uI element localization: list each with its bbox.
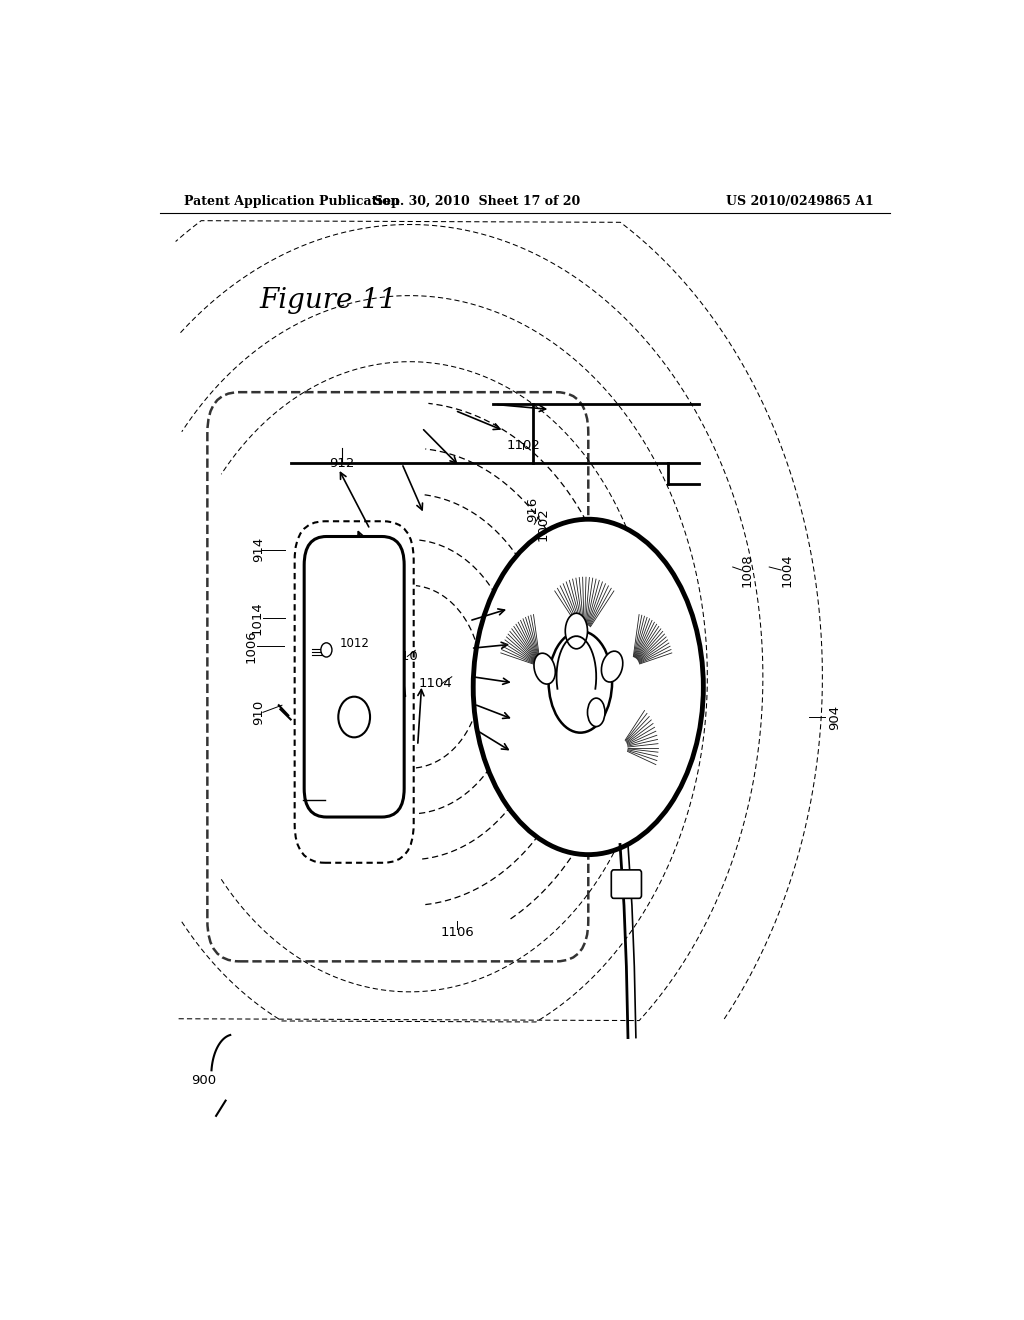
Text: 1008: 1008 [740, 553, 754, 587]
FancyBboxPatch shape [611, 870, 641, 899]
Text: 912: 912 [330, 457, 355, 470]
Text: 1012: 1012 [339, 636, 369, 649]
Text: 1106: 1106 [440, 927, 474, 940]
Text: 1004: 1004 [780, 553, 794, 587]
Text: 1014: 1014 [251, 601, 264, 635]
Circle shape [338, 697, 370, 738]
Text: 904: 904 [827, 705, 841, 730]
Ellipse shape [473, 519, 703, 854]
Ellipse shape [534, 653, 555, 684]
Text: 1006: 1006 [245, 630, 257, 663]
Text: 914: 914 [253, 537, 265, 562]
Text: 916: 916 [526, 496, 540, 521]
Ellipse shape [601, 651, 623, 682]
Text: 1002: 1002 [537, 507, 550, 541]
Text: Figure 11: Figure 11 [259, 288, 396, 314]
Text: Patent Application Publication: Patent Application Publication [183, 194, 399, 207]
FancyBboxPatch shape [304, 536, 404, 817]
Text: 1012: 1012 [357, 649, 391, 663]
Ellipse shape [549, 631, 612, 733]
Text: 1102: 1102 [506, 438, 540, 451]
Text: 1104: 1104 [419, 677, 453, 690]
Circle shape [321, 643, 332, 657]
Ellipse shape [565, 614, 588, 649]
Text: 910: 910 [253, 700, 265, 725]
Text: US 2010/0249865 A1: US 2010/0249865 A1 [726, 194, 873, 207]
Text: 1010: 1010 [385, 649, 419, 663]
Text: 900: 900 [190, 1073, 216, 1086]
Text: Sep. 30, 2010  Sheet 17 of 20: Sep. 30, 2010 Sheet 17 of 20 [374, 194, 581, 207]
Bar [323, 785, 386, 814]
Ellipse shape [588, 698, 605, 726]
